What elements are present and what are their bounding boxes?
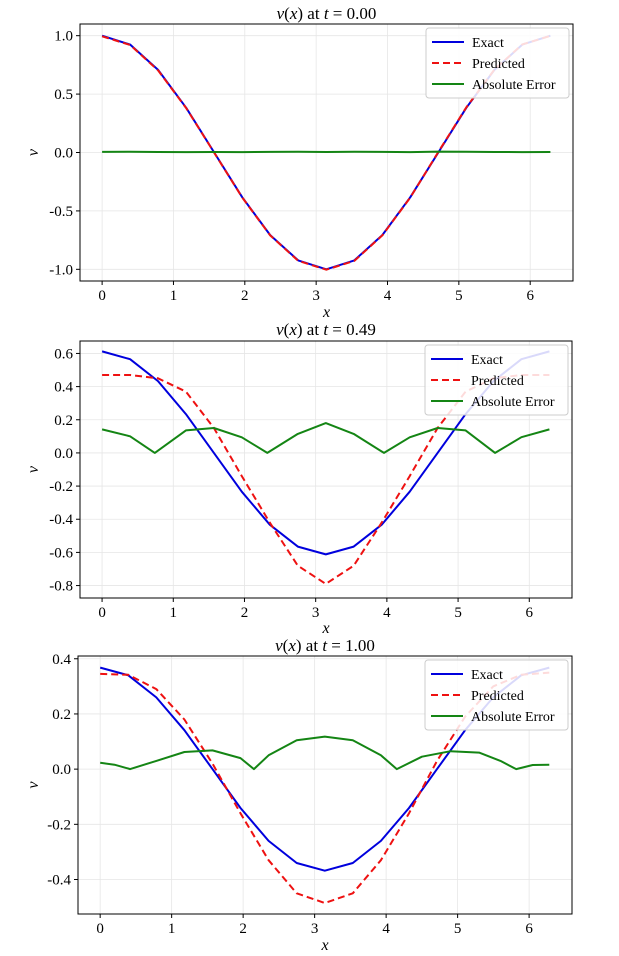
x-tick-label: 1 [168,921,176,937]
chart-title-part: t [323,320,329,339]
y-tick-label: -0.6 [49,545,73,561]
x-tick-label: 3 [312,288,320,304]
chart-title-part: 1.00 [345,636,375,655]
y-tick-label: -0.4 [49,512,73,528]
chart-title-part: 0.49 [346,320,376,339]
y-tick-label: -0.2 [47,817,71,833]
x-tick-label: 4 [384,288,392,304]
legend: Exact Predicted Absolute Error [424,344,569,416]
legend: Exact Predicted Absolute Error [424,659,569,731]
y-axis-label: v [25,148,42,156]
chart-title-part: t [322,636,328,655]
y-axis-label: v [25,465,42,473]
x-tick-label: 0 [98,288,106,304]
chart-title-part: ( [284,320,290,339]
y-axis-label: v [25,781,42,789]
chart-title-part: v [275,636,283,655]
x-tick-label: 3 [311,921,319,937]
x-tick-label: 2 [241,288,249,304]
y-tick-label: 0.5 [54,87,73,103]
y-tick-label: 0.4 [54,380,73,396]
chart-title-part: = [327,636,345,655]
y-tick-label: 0.2 [52,707,71,723]
legend-label: Absolute Error [471,395,555,410]
chart-title-part: 0.00 [347,4,377,23]
plot-frame [77,655,573,915]
legend-label: Predicted [472,57,525,72]
chart-title-part: v [277,4,285,23]
chart-title-part: ( [283,636,289,655]
x-tick-label: 4 [383,605,391,621]
chart-title-part: t [324,4,330,23]
legend-box [424,659,569,731]
x-axis-label: x [320,937,328,954]
x-tick-label: 5 [455,288,463,304]
x-tick-label: 2 [239,921,247,937]
chart-title-part: x [288,320,297,339]
x-tick-label: 5 [454,921,462,937]
chart-title-part: v [276,320,284,339]
x-tick-label: 1 [170,605,178,621]
chart-title: v(x) at t = 0.00 [277,4,377,23]
legend-label: Exact [472,36,504,51]
chart-title-part: ( [284,4,290,23]
y-tick-label: -0.2 [49,479,73,495]
y-tick-label: -0.5 [49,204,73,220]
x-tick-label: 4 [382,921,390,937]
chart-title-part: = [329,4,347,23]
chart-panel-2: 0 1 2 3 4 5 60.60.40.20.0-0.2-0.4-0.6-0.8xvv(x… [25,320,573,637]
x-tick-label: 0 [98,605,106,621]
chart-title-part: at [302,636,323,655]
series-line-absolute-error [102,150,551,154]
legend-label: Exact [471,668,503,683]
y-tick-label: 0.4 [52,652,71,668]
chart-title-part: = [328,320,346,339]
y-tick-label: -0.4 [47,873,71,889]
chart-title-part: ) [297,4,303,23]
x-tick-label: 0 [96,921,104,937]
x-tick-label: 6 [526,605,534,621]
chart-title-part: x [289,4,298,23]
legend-label: Exact [471,353,503,368]
y-tick-label: 0.0 [54,146,73,162]
y-tick-label: 1.0 [54,29,73,45]
y-tick-label: -1.0 [49,262,73,278]
x-axis-label: x [322,304,330,321]
chart-title: v(x) at t = 1.00 [275,636,375,655]
gridlines [78,656,572,914]
legend-label: Predicted [471,689,524,704]
y-tick-label: 0.0 [54,446,73,462]
x-tick-label: 3 [312,605,320,621]
y-tick-label: 0.6 [54,346,73,362]
y-tick-label: -0.8 [49,579,73,595]
legend-label: Predicted [471,374,524,389]
chart-title-part: at [303,320,324,339]
chart-title-part: ) [296,636,302,655]
chart-title: v(x) at t = 0.49 [276,320,376,339]
chart-title-part: x [287,636,296,655]
legend-box [425,27,570,99]
gridlines [80,341,572,598]
x-axis-label: x [321,620,329,637]
x-tick-label: 6 [525,921,533,937]
chart-title-part: at [303,4,324,23]
series-line-absolute-error [100,735,550,771]
legend-label: Absolute Error [472,78,556,93]
x-tick-label: 1 [170,288,178,304]
x-tick-label: 6 [526,288,534,304]
y-tick-label: 0.2 [54,413,73,429]
x-tick-label: 2 [241,605,249,621]
series-line-predicted [101,34,551,271]
legend-label: Absolute Error [471,710,555,725]
x-tick-label: 5 [454,605,462,621]
plot-frame [79,340,573,599]
legend: Exact Predicted Absolute Error [425,27,570,99]
series-line-absolute-error [101,422,550,454]
chart-title-part: ) [297,320,303,339]
y-tick-label: 0.0 [52,762,71,778]
legend-box [424,344,569,416]
